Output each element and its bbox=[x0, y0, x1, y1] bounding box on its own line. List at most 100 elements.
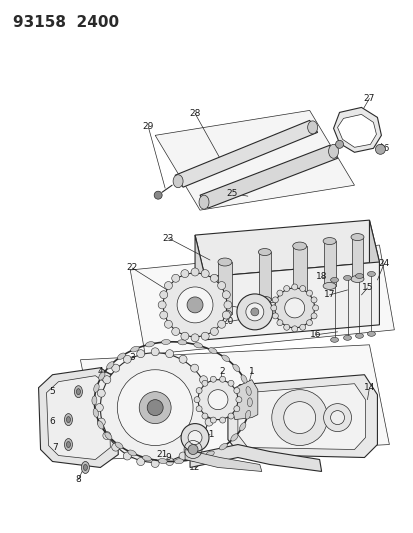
Ellipse shape bbox=[93, 408, 98, 417]
Circle shape bbox=[299, 324, 305, 330]
Ellipse shape bbox=[158, 458, 167, 464]
Text: 18: 18 bbox=[315, 272, 327, 281]
Polygon shape bbox=[38, 368, 118, 467]
Ellipse shape bbox=[219, 443, 227, 450]
Ellipse shape bbox=[98, 372, 105, 380]
Text: 1: 1 bbox=[248, 367, 254, 376]
Circle shape bbox=[207, 390, 228, 410]
Circle shape bbox=[291, 284, 297, 290]
Ellipse shape bbox=[328, 144, 338, 158]
Text: 24: 24 bbox=[378, 259, 389, 268]
Circle shape bbox=[202, 380, 207, 386]
Text: 4: 4 bbox=[97, 367, 103, 376]
Text: 8: 8 bbox=[76, 475, 81, 484]
Ellipse shape bbox=[104, 432, 112, 440]
Polygon shape bbox=[337, 115, 375, 147]
Text: 12: 12 bbox=[189, 463, 200, 472]
Polygon shape bbox=[80, 345, 389, 459]
Ellipse shape bbox=[343, 335, 351, 340]
Circle shape bbox=[235, 397, 241, 402]
Ellipse shape bbox=[350, 276, 363, 282]
Circle shape bbox=[245, 303, 263, 321]
Circle shape bbox=[335, 140, 343, 148]
Circle shape bbox=[123, 356, 131, 364]
Polygon shape bbox=[199, 146, 337, 208]
Circle shape bbox=[201, 332, 209, 340]
Text: 7: 7 bbox=[52, 443, 58, 452]
Ellipse shape bbox=[258, 248, 271, 255]
Circle shape bbox=[190, 268, 199, 276]
Circle shape bbox=[154, 191, 162, 199]
Text: 9: 9 bbox=[165, 453, 171, 462]
Ellipse shape bbox=[115, 442, 123, 449]
Circle shape bbox=[194, 397, 199, 402]
Text: 5: 5 bbox=[50, 387, 55, 396]
Circle shape bbox=[210, 376, 216, 382]
Text: 11: 11 bbox=[204, 430, 215, 439]
Ellipse shape bbox=[245, 386, 251, 395]
Circle shape bbox=[117, 370, 192, 446]
Circle shape bbox=[188, 431, 202, 445]
Ellipse shape bbox=[330, 337, 338, 342]
Polygon shape bbox=[237, 384, 365, 449]
Text: 23: 23 bbox=[162, 233, 173, 243]
Circle shape bbox=[147, 400, 163, 416]
Ellipse shape bbox=[205, 451, 214, 457]
Polygon shape bbox=[130, 245, 394, 355]
Ellipse shape bbox=[128, 450, 136, 456]
Circle shape bbox=[201, 270, 209, 278]
Text: 6: 6 bbox=[50, 417, 55, 426]
Circle shape bbox=[276, 320, 282, 326]
Circle shape bbox=[199, 376, 207, 384]
Circle shape bbox=[217, 281, 225, 289]
Circle shape bbox=[171, 328, 179, 335]
Circle shape bbox=[97, 418, 105, 426]
Circle shape bbox=[180, 332, 188, 340]
Polygon shape bbox=[190, 445, 321, 472]
Ellipse shape bbox=[142, 456, 151, 461]
Circle shape bbox=[102, 432, 111, 440]
Ellipse shape bbox=[173, 175, 183, 188]
Polygon shape bbox=[292, 246, 306, 296]
Ellipse shape bbox=[81, 462, 89, 473]
Text: 25: 25 bbox=[225, 189, 237, 198]
Circle shape bbox=[197, 379, 237, 419]
Circle shape bbox=[219, 417, 225, 423]
Circle shape bbox=[187, 297, 202, 313]
Text: 14: 14 bbox=[363, 383, 374, 392]
Text: 28: 28 bbox=[189, 109, 200, 118]
Text: 93158  2400: 93158 2400 bbox=[13, 15, 119, 30]
Circle shape bbox=[100, 353, 209, 463]
Circle shape bbox=[222, 290, 230, 298]
Text: 21: 21 bbox=[156, 450, 167, 459]
Circle shape bbox=[171, 274, 179, 282]
Circle shape bbox=[306, 320, 312, 326]
Circle shape bbox=[250, 308, 258, 316]
Circle shape bbox=[283, 402, 315, 433]
Ellipse shape bbox=[92, 396, 97, 405]
Circle shape bbox=[159, 290, 167, 298]
Circle shape bbox=[102, 376, 111, 384]
Circle shape bbox=[217, 320, 225, 328]
Text: 27: 27 bbox=[363, 94, 374, 103]
Polygon shape bbox=[175, 120, 317, 187]
Circle shape bbox=[272, 313, 278, 319]
Polygon shape bbox=[195, 220, 378, 277]
Circle shape bbox=[190, 334, 199, 342]
Circle shape bbox=[188, 445, 197, 455]
Circle shape bbox=[196, 387, 202, 393]
Ellipse shape bbox=[217, 310, 231, 318]
Text: 16: 16 bbox=[309, 330, 320, 340]
Ellipse shape bbox=[199, 195, 209, 209]
Circle shape bbox=[210, 328, 218, 335]
Polygon shape bbox=[351, 237, 363, 279]
Circle shape bbox=[228, 380, 233, 386]
Ellipse shape bbox=[330, 278, 338, 282]
Circle shape bbox=[223, 301, 231, 309]
Ellipse shape bbox=[292, 242, 306, 250]
Text: 13: 13 bbox=[256, 453, 267, 462]
Text: 10: 10 bbox=[169, 425, 180, 434]
Polygon shape bbox=[323, 241, 335, 286]
Polygon shape bbox=[333, 108, 380, 152]
Ellipse shape bbox=[244, 410, 250, 419]
